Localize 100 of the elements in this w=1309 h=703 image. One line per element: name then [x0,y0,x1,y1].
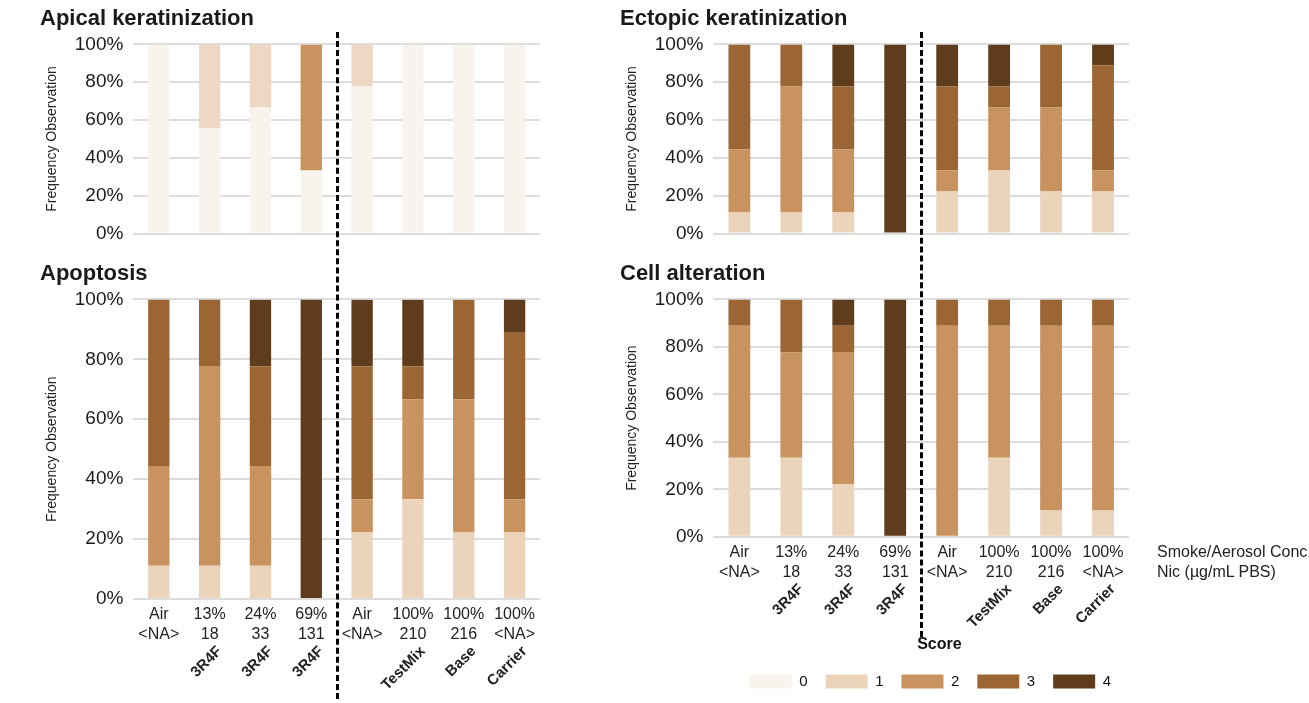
bar [988,44,1011,87]
bar [300,44,322,171]
y-tick-label: 60% [85,407,124,429]
bar [198,44,221,129]
bar [249,299,272,367]
y-tick-label: 60% [665,108,704,130]
y-tick-label: 0% [675,525,704,547]
y-tick-label: 80% [85,70,124,92]
y-tick-label: 20% [665,477,704,499]
chart-title: Cell alteration [620,260,766,286]
bar [1092,325,1114,511]
bar [832,484,855,536]
bar [453,44,475,233]
bar [988,170,1011,233]
bar [503,299,526,333]
bar [832,86,855,150]
bar [1040,107,1062,192]
bar [1040,299,1062,326]
bar [249,366,272,466]
legend-title: Score [917,635,962,653]
bar [728,325,751,458]
bar [936,191,959,233]
bar [198,128,221,233]
bar [351,499,373,533]
bar [351,532,373,598]
bar [402,399,424,500]
bar [453,299,475,400]
legend-label: 1 [875,671,884,689]
bar [780,352,803,458]
bar [936,325,959,536]
bar [1040,44,1062,108]
chart-title: Apoptosis [40,260,148,286]
bar [1092,44,1114,66]
y-tick-label: 80% [665,335,704,357]
y-axis-title: Frequency Observation [623,66,640,212]
bar [728,212,751,233]
y-axis-title: Frequency Observation [623,345,640,491]
bar [728,299,751,326]
bar [148,465,170,566]
chart-title: Apical keratinization [40,5,254,31]
y-tick-label: 40% [665,430,704,452]
bar [832,325,855,353]
y-tick-label: 20% [85,527,124,549]
bar [936,86,959,171]
bar [503,332,526,500]
y-tick-label: 80% [665,70,704,92]
y-tick-label: 0% [95,221,124,243]
bar [148,299,170,466]
bar [351,86,373,233]
bar [1040,191,1062,233]
bar [198,565,221,598]
y-tick-label: 100% [74,32,124,54]
bar [1040,325,1062,511]
bar [249,565,272,598]
bar [300,170,322,233]
legend-label: 4 [1102,671,1111,689]
bar [832,299,855,326]
y-tick-label: 80% [85,347,124,369]
y-tick-label: 100% [654,287,704,309]
y-axis-title: Frequency Observation [43,66,60,212]
bar [402,44,424,233]
bar [988,457,1011,536]
bar [988,86,1011,108]
bar [1092,191,1114,233]
y-tick-label: 0% [95,587,124,609]
bar [728,457,751,536]
bar [1092,170,1114,192]
bar [503,44,526,233]
bar [988,107,1011,171]
bar [503,532,526,598]
y-tick-label: 40% [85,467,124,489]
y-tick-label: 20% [665,183,704,205]
bar [832,212,855,233]
bar [198,365,221,566]
y-tick-label: 100% [74,287,124,309]
bar [148,565,170,598]
x-tick-label: Air <NA> [926,543,968,581]
bar [148,44,170,233]
legend-label: 3 [1026,671,1036,689]
y-tick-label: 0% [675,221,704,243]
bar [1092,65,1114,171]
bar [884,299,907,536]
bar [832,352,855,485]
x-tick-label: Air <NA> [138,605,180,643]
y-tick-label: 60% [665,382,704,404]
bar [300,299,322,598]
bar [351,44,373,87]
bar [402,499,424,598]
bar [936,170,959,192]
y-tick-label: 40% [665,146,704,168]
bar [780,44,803,87]
bar [832,44,855,87]
y-tick-label: 60% [85,108,124,130]
legend-label: 2 [950,671,960,689]
bar [351,366,373,500]
bar [198,299,221,366]
bar [249,465,272,566]
bar [780,86,803,213]
bar [988,325,1011,458]
bar [936,44,959,87]
